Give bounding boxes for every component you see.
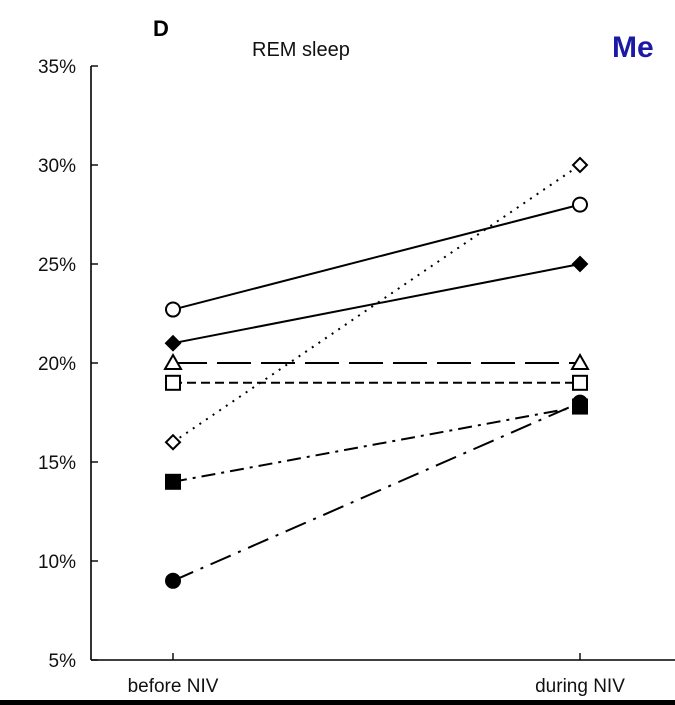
y-tick-label: 30%	[38, 156, 76, 177]
series-line-circle-open	[172, 203, 581, 311]
panel-letter: D	[153, 16, 169, 41]
y-tick-label: 20%	[38, 354, 76, 375]
chart-title: REM sleep	[252, 39, 350, 61]
y-tick-label: 5%	[49, 651, 77, 672]
circle-open-marker	[165, 301, 181, 318]
series-line-square-filled	[172, 405, 581, 483]
circle-filled-marker	[165, 572, 181, 589]
axes: 35% 30% 25% 20% 15% 10% 5% before NIV during NIV	[38, 57, 675, 697]
y-tick-label: 10%	[38, 552, 76, 573]
square-filled-marker	[165, 473, 181, 490]
circle-open-marker	[572, 196, 588, 213]
triangle-open-marker	[570, 352, 590, 370]
series-group	[172, 164, 581, 582]
series-line-diamond-filled	[172, 263, 581, 345]
diamond-open-marker	[164, 433, 182, 451]
diamond-open-marker	[571, 156, 589, 174]
markers-group	[163, 156, 590, 589]
x-tick-label: before NIV	[128, 676, 219, 697]
y-tick-label: 15%	[38, 453, 76, 474]
x-tick-label: during NIV	[535, 676, 625, 697]
diamond-filled-marker	[164, 334, 182, 352]
square-open-marker	[572, 374, 588, 391]
circle-filled-marker	[572, 394, 588, 411]
overflow-heading-text: Me	[612, 31, 654, 64]
square-open-marker	[165, 374, 181, 391]
y-tick-label: 25%	[38, 255, 76, 276]
series-line-circle-filled	[172, 401, 581, 582]
diamond-filled-marker	[571, 255, 589, 273]
triangle-open-marker	[163, 352, 183, 370]
y-tick-label: 35%	[38, 57, 76, 78]
bottom-border	[0, 700, 675, 705]
